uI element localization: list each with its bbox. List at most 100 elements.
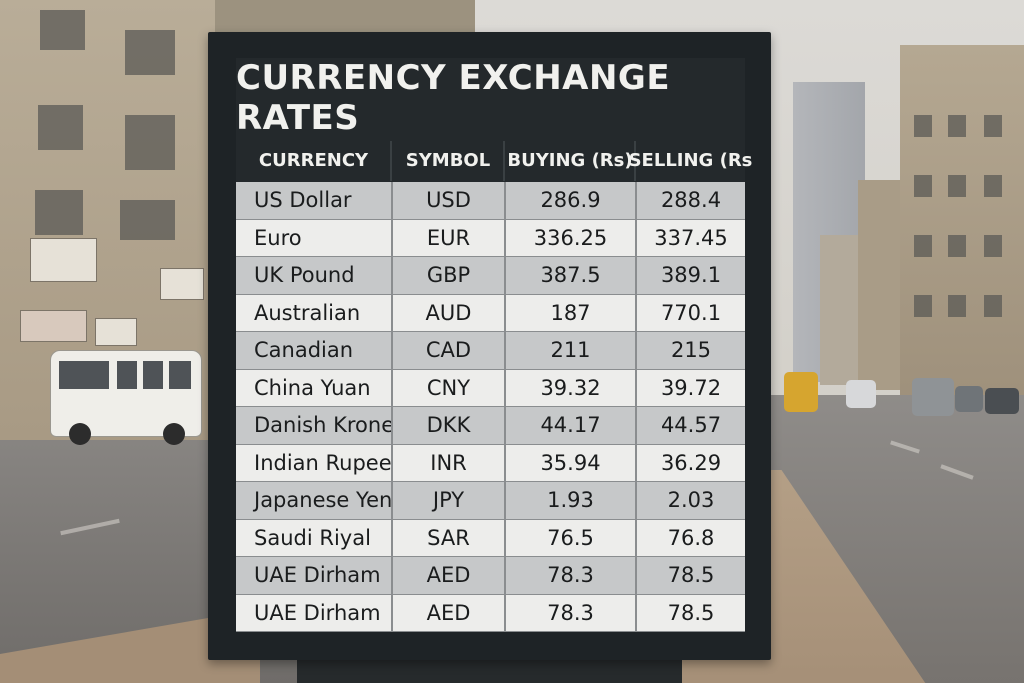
window bbox=[40, 10, 85, 50]
window bbox=[948, 295, 966, 317]
table-row: Japanese Yen JPY 1.93 2.03 bbox=[236, 482, 745, 520]
buying-rate: 44.17 bbox=[504, 407, 635, 444]
currency-symbol: JPY bbox=[391, 482, 504, 519]
currency-name: US Dollar bbox=[254, 188, 352, 213]
table-row: Australian AUD 187 770.1 bbox=[236, 294, 745, 332]
currency-symbol: AED bbox=[391, 594, 504, 631]
table-row: US Dollar USD 286.9 288.4 bbox=[236, 182, 745, 220]
window bbox=[125, 30, 175, 75]
window bbox=[984, 295, 1002, 317]
currency-name: Danish Krone bbox=[254, 413, 391, 438]
header-currency: CURRENCY bbox=[258, 149, 369, 171]
window bbox=[35, 190, 83, 235]
van-window bbox=[143, 361, 163, 389]
shop-sign bbox=[95, 318, 137, 346]
currency-symbol: CAD bbox=[391, 332, 504, 369]
currency-name: UAE Dirham bbox=[254, 600, 381, 625]
wheel bbox=[69, 423, 91, 445]
currency-symbol: AED bbox=[391, 557, 504, 594]
window bbox=[984, 175, 1002, 197]
window bbox=[120, 200, 175, 240]
table-row: China Yuan CNY 39.32 39.72 bbox=[236, 369, 745, 407]
window bbox=[948, 235, 966, 257]
window bbox=[38, 105, 83, 150]
background-building bbox=[820, 235, 865, 385]
header-selling: SELLING (Rs bbox=[628, 149, 753, 171]
currency-symbol: SAR bbox=[391, 519, 504, 556]
header-buying: BUYING (Rs) bbox=[507, 149, 633, 171]
car bbox=[985, 388, 1019, 414]
selling-rate: 39.72 bbox=[635, 369, 745, 406]
column-divider bbox=[503, 141, 505, 181]
table-row: UAE Dirham AED 78.3 78.5 bbox=[236, 594, 745, 632]
selling-rate: 44.57 bbox=[635, 407, 745, 444]
currency-name: Euro bbox=[254, 225, 302, 250]
shop-sign bbox=[30, 238, 97, 282]
window bbox=[914, 115, 932, 137]
currency-symbol: INR bbox=[391, 444, 504, 481]
buying-rate: 187 bbox=[504, 294, 635, 331]
selling-rate: 78.5 bbox=[635, 594, 745, 631]
window bbox=[914, 175, 932, 197]
selling-rate: 288.4 bbox=[635, 182, 745, 219]
table-row: Canadian CAD 211 215 bbox=[236, 332, 745, 370]
table-row: Saudi Riyal SAR 76.5 76.8 bbox=[236, 519, 745, 557]
currency-name: UK Pound bbox=[254, 263, 355, 288]
car bbox=[955, 386, 983, 412]
table-row: Euro EUR 336.25 337.45 bbox=[236, 219, 745, 257]
currency-symbol: DKK bbox=[391, 407, 504, 444]
board-stand bbox=[297, 658, 682, 683]
currency-symbol: USD bbox=[391, 182, 504, 219]
buying-rate: 1.93 bbox=[504, 482, 635, 519]
van-window bbox=[117, 361, 137, 389]
buying-rate: 35.94 bbox=[504, 444, 635, 481]
buying-rate: 76.5 bbox=[504, 519, 635, 556]
window bbox=[914, 235, 932, 257]
buying-rate: 286.9 bbox=[504, 182, 635, 219]
buying-rate: 78.3 bbox=[504, 594, 635, 631]
selling-rate: 36.29 bbox=[635, 444, 745, 481]
currency-symbol: EUR bbox=[391, 219, 504, 256]
header-symbol: SYMBOL bbox=[405, 149, 491, 171]
window bbox=[984, 235, 1002, 257]
van-window bbox=[169, 361, 191, 389]
buying-rate: 78.3 bbox=[504, 557, 635, 594]
board-title: CURRENCY EXCHANGE RATES bbox=[236, 58, 671, 138]
buying-rate: 387.5 bbox=[504, 257, 635, 294]
column-divider bbox=[390, 141, 392, 181]
window bbox=[914, 295, 932, 317]
car bbox=[912, 378, 954, 416]
currency-name: China Yuan bbox=[254, 375, 371, 400]
shop-sign bbox=[20, 310, 87, 342]
table-row: Indian Rupee INR 35.94 36.29 bbox=[236, 444, 745, 482]
van-window bbox=[59, 361, 109, 389]
white-van bbox=[50, 350, 202, 445]
window bbox=[948, 175, 966, 197]
selling-rate: 215 bbox=[635, 332, 745, 369]
car bbox=[846, 380, 876, 408]
table-row: UK Pound GBP 387.5 389.1 bbox=[236, 257, 745, 295]
buying-rate: 39.32 bbox=[504, 369, 635, 406]
selling-rate: 76.8 bbox=[635, 519, 745, 556]
yellow-car bbox=[784, 372, 818, 412]
currency-name: Saudi Riyal bbox=[254, 525, 371, 550]
currency-name: Australian bbox=[254, 300, 361, 325]
currency-name: Japanese Yen bbox=[254, 488, 391, 513]
buying-rate: 211 bbox=[504, 332, 635, 369]
buying-rate: 336.25 bbox=[504, 219, 635, 256]
currency-symbol: AUD bbox=[391, 294, 504, 331]
background-building bbox=[900, 45, 1024, 405]
column-divider bbox=[634, 141, 636, 181]
selling-rate: 770.1 bbox=[635, 294, 745, 331]
window bbox=[984, 115, 1002, 137]
rates-table: US Dollar USD 286.9 288.4 Euro EUR 336.2… bbox=[236, 182, 745, 632]
shop-sign bbox=[160, 268, 204, 300]
table-row: UAE Dirham AED 78.3 78.5 bbox=[236, 557, 745, 595]
selling-rate: 2.03 bbox=[635, 482, 745, 519]
selling-rate: 337.45 bbox=[635, 219, 745, 256]
table-row: Danish Krone DKK 44.17 44.57 bbox=[236, 407, 745, 445]
currency-symbol: GBP bbox=[391, 257, 504, 294]
currency-symbol: CNY bbox=[391, 369, 504, 406]
selling-rate: 78.5 bbox=[635, 557, 745, 594]
